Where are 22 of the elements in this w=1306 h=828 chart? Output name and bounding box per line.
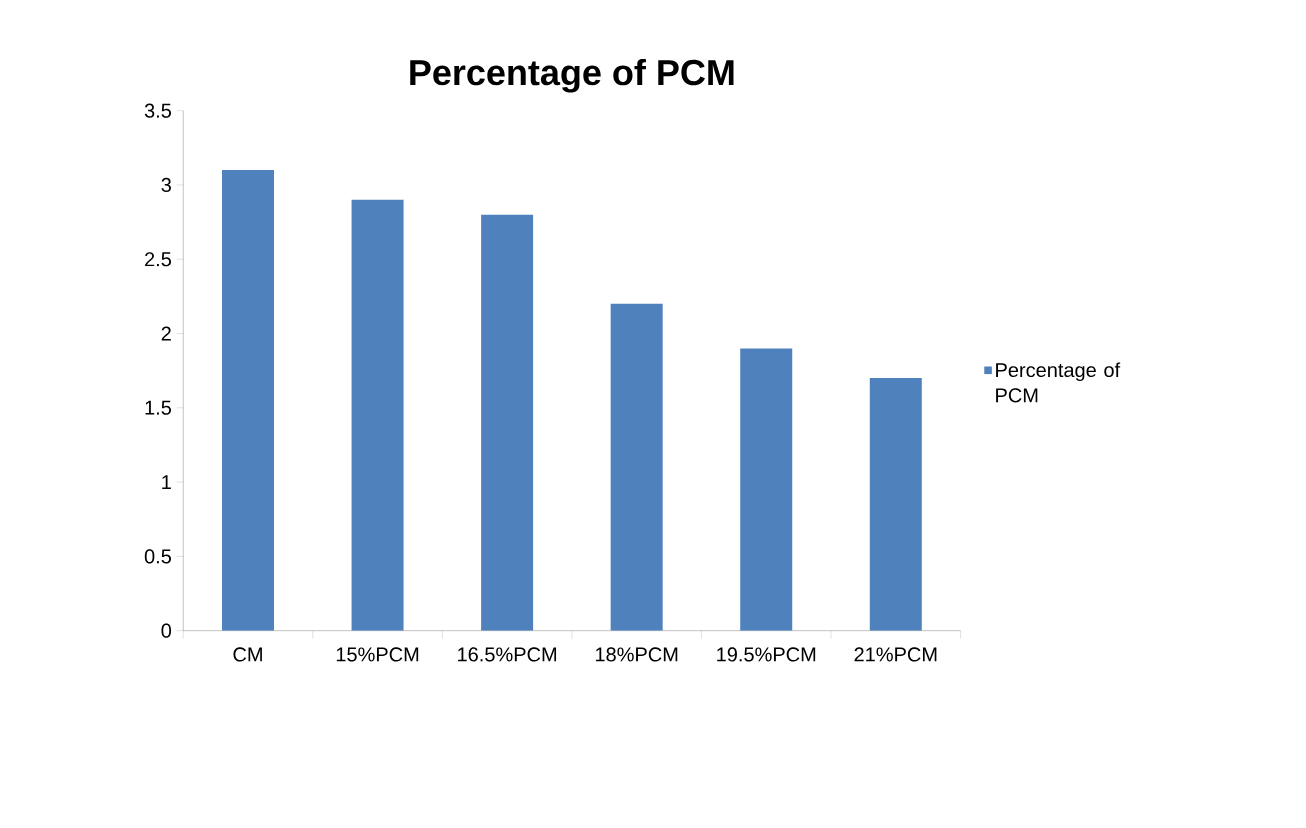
bar: [610, 303, 663, 631]
x-tick-label: 18%PCM: [595, 647, 678, 662]
y-tick-label: 0: [161, 623, 172, 638]
y-tick-label: 3.5: [144, 103, 172, 118]
y-tick-label: 2: [161, 326, 171, 341]
bar: [740, 348, 793, 631]
bar: [481, 214, 534, 631]
y-tick-label: 1: [162, 475, 171, 489]
x-tick-label: 19.5%PCM: [717, 647, 816, 662]
y-tick-label: 3: [161, 177, 171, 193]
bar: [222, 170, 274, 631]
x-tick-label: CM: [233, 647, 262, 662]
legend-label: Percentage of PCM: [996, 362, 1121, 403]
x-tick-label: 21%PCM: [854, 647, 937, 662]
bar: [869, 378, 922, 631]
y-tick-label: 0.5: [144, 549, 172, 564]
y-tick-label: 2.5: [145, 252, 172, 267]
chart-title: Percentage of PCM: [410, 58, 734, 93]
bar: [351, 199, 404, 631]
x-tick-label: 16.5%PCM: [458, 647, 557, 662]
y-tick-label: 1.5: [145, 400, 172, 415]
x-tick-label: 15%PCM: [336, 647, 419, 662]
